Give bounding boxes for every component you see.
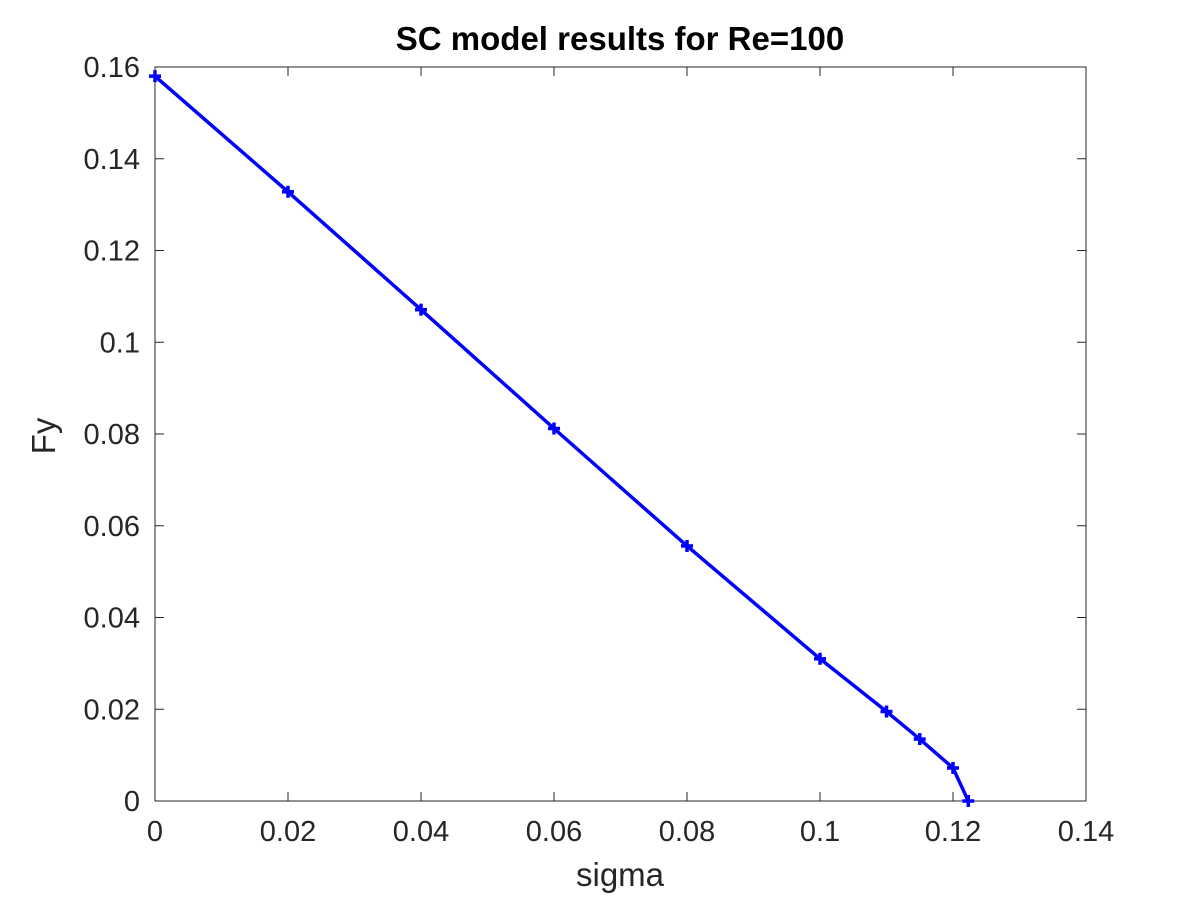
data-point-marker [913, 733, 926, 746]
y-tick-label: 0.06 [84, 511, 140, 543]
data-point-marker [681, 539, 693, 552]
x-axis-label: sigma [576, 856, 665, 893]
data-point-marker [814, 652, 826, 665]
y-tick-label: 0.02 [84, 694, 140, 726]
x-tick-label: 0.04 [393, 816, 449, 848]
axis-ticks [154, 66, 1087, 802]
y-tick-label: 0.1 [100, 327, 140, 359]
x-axis-tick-labels: 0 0.02 0.04 0.06 0.08 0.1 0.12 0.14 [147, 816, 1114, 848]
data-point-marker [947, 761, 959, 774]
y-axis-label: Fy [25, 417, 62, 454]
y-tick-label: 0.16 [84, 52, 140, 84]
data-point-marker [282, 185, 294, 198]
y-tick-label: 0.04 [84, 603, 140, 635]
x-tick-label: 0.08 [659, 816, 715, 848]
x-tick-label: 0.06 [526, 816, 582, 848]
y-tick-label: 0.08 [84, 419, 140, 451]
x-tick-label: 0.14 [1058, 816, 1114, 848]
data-point-marker [149, 70, 161, 83]
plot-area [154, 66, 1087, 802]
y-tick-label: 0 [124, 786, 140, 818]
x-tick-label: 0.12 [925, 816, 981, 848]
y-tick-label: 0.14 [84, 144, 140, 176]
chart-title: SC model results for Re=100 [396, 20, 844, 57]
data-point-marker [415, 303, 427, 316]
data-point-marker [548, 422, 560, 435]
series-layer [149, 70, 975, 807]
y-axis-tick-labels: 0 0.02 0.04 0.06 0.08 0.1 0.12 0.14 0.16 [84, 52, 140, 818]
data-point-marker [880, 705, 893, 718]
y-tick-label: 0.12 [84, 236, 140, 268]
data-point-marker [962, 795, 975, 807]
x-tick-label: 0.1 [800, 816, 840, 848]
x-tick-label: 0.02 [260, 816, 316, 848]
series-line [153, 74, 970, 802]
x-tick-label: 0 [147, 816, 163, 848]
